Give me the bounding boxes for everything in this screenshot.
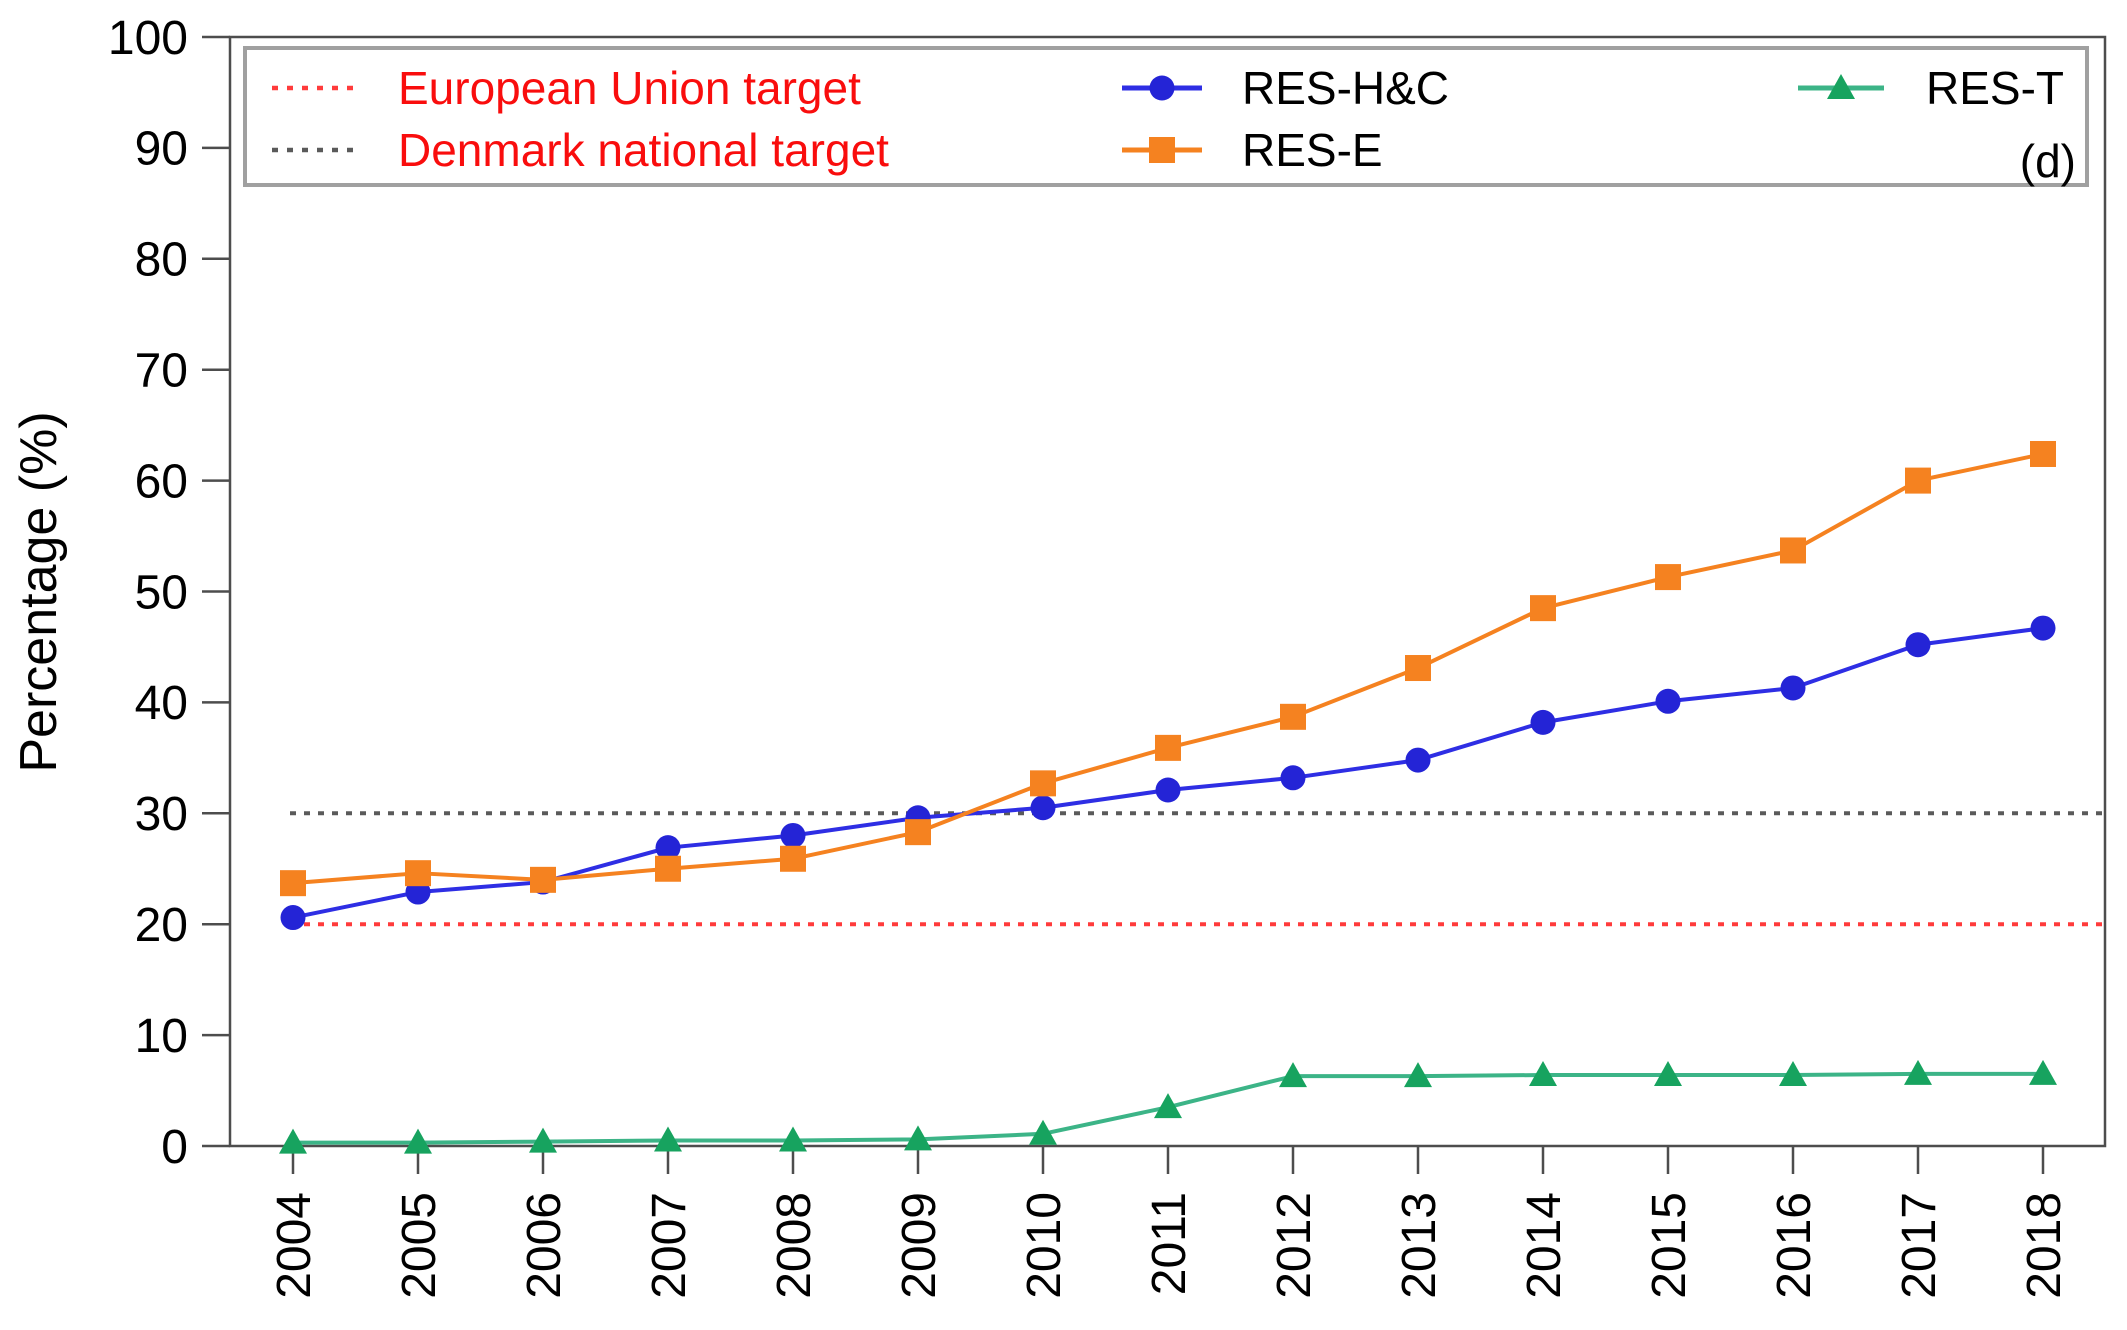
y-tick-label: 10 bbox=[135, 1010, 188, 1063]
legend-marker-res-e bbox=[1149, 137, 1175, 163]
marker-res-h-c bbox=[1530, 709, 1556, 735]
marker-res-e bbox=[1280, 703, 1306, 730]
y-tick-label: 100 bbox=[108, 12, 188, 65]
marker-res-t bbox=[1529, 1061, 1557, 1087]
marker-res-t bbox=[1029, 1119, 1057, 1145]
x-tick-label: 2010 bbox=[1018, 1192, 1071, 1299]
marker-res-h-c bbox=[2030, 615, 2056, 641]
x-tick-label: 2006 bbox=[518, 1192, 571, 1299]
marker-res-h-c bbox=[1030, 795, 1056, 821]
marker-res-t bbox=[1654, 1061, 1682, 1087]
legend-label-res-h-c: RES-H&C bbox=[1242, 62, 1449, 114]
series-res-e bbox=[280, 440, 2056, 897]
x-tick-label: 2015 bbox=[1643, 1192, 1696, 1299]
legend-label-res-e: RES-E bbox=[1242, 124, 1383, 176]
y-tick-label: 80 bbox=[135, 234, 188, 287]
y-tick-label: 90 bbox=[135, 123, 188, 176]
marker-res-t bbox=[404, 1128, 432, 1154]
marker-res-t bbox=[1154, 1093, 1182, 1119]
marker-res-t bbox=[1779, 1061, 1807, 1087]
marker-res-t bbox=[654, 1126, 682, 1152]
legend-box bbox=[243, 46, 2089, 187]
legend-label-res-t: RES-T bbox=[1926, 62, 2064, 114]
legend-marker-res-t bbox=[1827, 74, 1855, 99]
x-tick-label: 2011 bbox=[1143, 1192, 1196, 1295]
y-tick-label: 60 bbox=[135, 455, 188, 508]
marker-res-e bbox=[1155, 734, 1181, 761]
plot-frame bbox=[228, 35, 2107, 1148]
x-tick-label: 2008 bbox=[768, 1192, 821, 1299]
x-tick-label: 2017 bbox=[1893, 1192, 1946, 1299]
marker-res-t bbox=[529, 1127, 557, 1153]
series-line-res-e bbox=[292, 452, 2044, 886]
marker-res-e bbox=[2030, 440, 2056, 467]
y-tick-label: 40 bbox=[135, 677, 188, 730]
marker-res-h-c bbox=[655, 835, 681, 861]
series-res-h-c bbox=[280, 615, 2056, 931]
legend-marker-res-h-c bbox=[1149, 75, 1175, 101]
marker-res-e bbox=[780, 845, 806, 872]
marker-res-t bbox=[2029, 1059, 2057, 1085]
marker-res-e bbox=[1405, 655, 1431, 682]
marker-res-h-c bbox=[280, 905, 306, 931]
x-tick-label: 2004 bbox=[268, 1192, 321, 1299]
marker-res-e bbox=[905, 819, 931, 846]
x-tick-label: 2005 bbox=[393, 1192, 446, 1299]
marker-res-e bbox=[1905, 467, 1931, 494]
marker-res-h-c bbox=[1155, 777, 1181, 803]
y-tick-label: 50 bbox=[135, 566, 188, 619]
x-tick-label: 2009 bbox=[893, 1192, 946, 1299]
panel-label: (d) bbox=[2020, 135, 2076, 187]
marker-res-t bbox=[1404, 1062, 1432, 1088]
marker-res-e bbox=[1530, 595, 1556, 622]
x-tick-label: 2012 bbox=[1268, 1192, 1321, 1299]
marker-res-e bbox=[655, 855, 681, 882]
marker-res-h-c bbox=[1780, 675, 1806, 701]
marker-res-t bbox=[779, 1126, 807, 1152]
marker-res-h-c bbox=[1280, 765, 1306, 791]
marker-res-e bbox=[1780, 537, 1806, 564]
marker-res-h-c bbox=[1405, 747, 1431, 773]
marker-res-h-c bbox=[780, 822, 806, 848]
legend: European Union target Denmark national ta… bbox=[243, 46, 2089, 187]
marker-res-e bbox=[530, 866, 556, 893]
y-tick-label: 70 bbox=[135, 345, 188, 398]
marker-res-h-c bbox=[1655, 688, 1681, 714]
x-tick-label: 2016 bbox=[1768, 1192, 1821, 1299]
y-tick-label: 0 bbox=[161, 1121, 188, 1174]
marker-res-h-c bbox=[1905, 632, 1931, 658]
marker-res-t bbox=[904, 1125, 932, 1151]
x-tick-label: 2014 bbox=[1518, 1192, 1571, 1299]
marker-res-e bbox=[405, 860, 431, 887]
marker-res-e bbox=[280, 870, 306, 897]
y-axis-title: Percentage (%) bbox=[10, 411, 68, 772]
x-tick-label: 2013 bbox=[1393, 1192, 1446, 1299]
marker-res-e bbox=[1030, 770, 1056, 797]
y-tick-label: 20 bbox=[135, 899, 188, 952]
legend-label-denmark-national-target: Denmark national target bbox=[398, 124, 889, 176]
x-tick-label: 2018 bbox=[2018, 1192, 2071, 1299]
x-tick-label: 2007 bbox=[643, 1192, 696, 1299]
legend-label-european-union-target: European Union target bbox=[398, 62, 861, 114]
marker-res-t bbox=[1279, 1062, 1307, 1088]
marker-res-t bbox=[279, 1128, 307, 1154]
series-res-t bbox=[279, 1059, 2057, 1154]
y-tick-label: 30 bbox=[135, 788, 188, 841]
marker-res-e bbox=[1655, 564, 1681, 591]
marker-res-t bbox=[1904, 1059, 1932, 1085]
